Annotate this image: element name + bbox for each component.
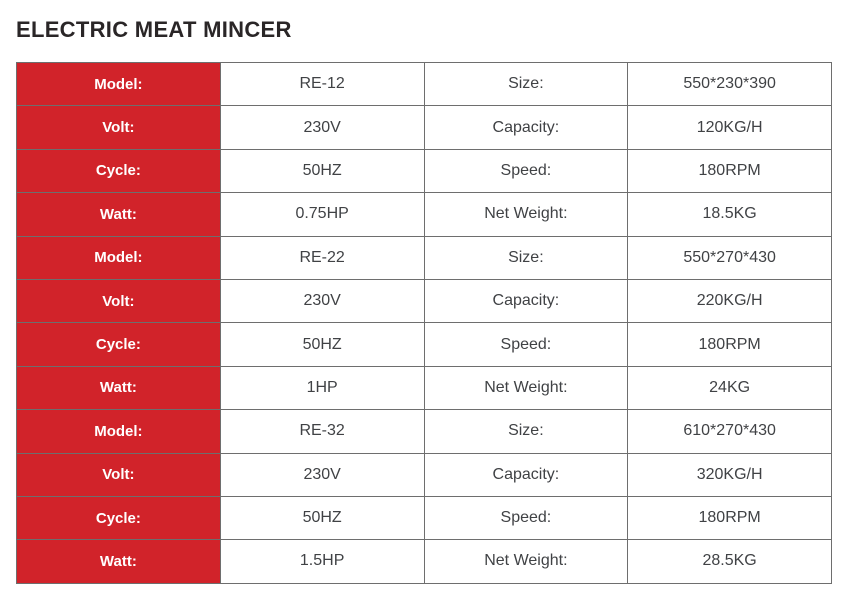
spec-value-cell: 50HZ — [219, 495, 425, 541]
spec-label-cell: Capacity: — [423, 105, 629, 150]
table-row: Model: RE-32 Size: 610*270*430 — [16, 409, 832, 454]
table-row: Volt: 230V Capacity: 120KG/H — [16, 105, 832, 150]
spec-table-body: Model: RE-12 Size: 550*230*390 Volt: 230V Capa… — [16, 61, 832, 584]
table-row: Cycle: 50HZ Speed: 180RPM — [16, 495, 832, 541]
spec-label-red-cell: Cycle: — [16, 322, 221, 367]
table-row: Watt: 0.75HP Net Weight: 18.5KG — [16, 192, 832, 237]
spec-label-cell: Speed: — [423, 148, 629, 194]
table-row: Model: RE-22 Size: 550*270*430 — [16, 235, 832, 280]
spec-label-red-cell: Volt: — [16, 105, 221, 150]
spec-label-cell: Speed: — [423, 495, 629, 541]
spec-label-red-cell: Model: — [16, 409, 221, 454]
spec-table: Model: RE-12 Size: 550*230*390 Volt: 230V Capa… — [16, 61, 832, 584]
spec-value-cell: 180RPM — [627, 322, 832, 367]
spec-label-cell: Net Weight: — [423, 192, 629, 237]
table-row: Watt: 1HP Net Weight: 24KG — [16, 365, 832, 411]
spec-value-cell: 320KG/H — [627, 452, 832, 497]
spec-label-cell: Capacity: — [423, 452, 629, 497]
spec-value-cell: 50HZ — [219, 148, 425, 194]
table-row: Cycle: 50HZ Speed: 180RPM — [16, 322, 832, 367]
spec-label-cell: Net Weight: — [423, 365, 629, 411]
spec-value-cell: 180RPM — [627, 495, 832, 541]
table-row: Volt: 230V Capacity: 320KG/H — [16, 452, 832, 497]
spec-value-cell: 24KG — [627, 365, 832, 411]
table-row: Model: RE-12 Size: 550*230*390 — [16, 61, 832, 107]
spec-label-red-cell: Watt: — [16, 539, 221, 584]
spec-value-cell: 0.75HP — [219, 192, 425, 237]
spec-value-cell: 1.5HP — [219, 539, 425, 584]
spec-value-cell: 550*270*430 — [627, 235, 832, 280]
spec-value-cell: RE-12 — [219, 61, 425, 107]
spec-value-cell: 120KG/H — [627, 105, 832, 150]
spec-label-red-cell: Model: — [16, 235, 221, 280]
spec-value-cell: 230V — [219, 278, 425, 324]
spec-label-red-cell: Cycle: — [16, 495, 221, 541]
table-row: Cycle: 50HZ Speed: 180RPM — [16, 148, 832, 194]
spec-label-red-cell: Cycle: — [16, 148, 221, 194]
spec-value-cell: 18.5KG — [627, 192, 832, 237]
spec-label-red-cell: Watt: — [16, 192, 221, 237]
spec-value-cell: 610*270*430 — [627, 409, 832, 454]
spec-label-cell: Size: — [423, 235, 629, 280]
spec-value-cell: 220KG/H — [627, 278, 832, 324]
spec-value-cell: 550*230*390 — [627, 61, 832, 107]
spec-label-cell: Size: — [423, 409, 629, 454]
spec-label-red-cell: Volt: — [16, 452, 221, 497]
spec-label-cell: Net Weight: — [423, 539, 629, 584]
spec-value-cell: 1HP — [219, 365, 425, 411]
table-row: Volt: 230V Capacity: 220KG/H — [16, 278, 832, 324]
spec-value-cell: RE-32 — [219, 409, 425, 454]
spec-label-red-cell: Volt: — [16, 278, 221, 324]
spec-label-red-cell: Model: — [16, 61, 221, 107]
spec-value-cell: 230V — [219, 452, 425, 497]
spec-label-cell: Size: — [423, 61, 629, 107]
spec-label-cell: Capacity: — [423, 278, 629, 324]
spec-value-cell: 180RPM — [627, 148, 832, 194]
page-title: ELECTRIC MEAT MINCER — [16, 17, 292, 42]
spec-label-red-cell: Watt: — [16, 365, 221, 411]
spec-value-cell: 28.5KG — [627, 539, 832, 584]
spec-value-cell: RE-22 — [219, 235, 425, 280]
spec-value-cell: 230V — [219, 105, 425, 150]
spec-value-cell: 50HZ — [219, 322, 425, 367]
table-row: Watt: 1.5HP Net Weight: 28.5KG — [16, 539, 832, 584]
spec-label-cell: Speed: — [423, 322, 629, 367]
